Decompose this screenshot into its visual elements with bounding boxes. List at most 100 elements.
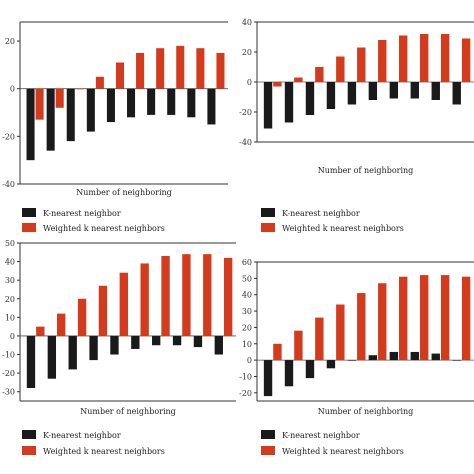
y-tick-label: 40	[242, 291, 252, 300]
legend: K-nearest neighbor Weighted k nearest nei…	[261, 430, 404, 456]
x-axis-label: Number of neighboring	[318, 407, 414, 416]
y-tick-label: 20	[242, 48, 252, 57]
bar-knn	[410, 351, 419, 361]
legend: K-nearest neighbor Weighted k nearest nei…	[22, 208, 165, 233]
bar-wknn	[378, 283, 387, 361]
bar-wknn	[419, 275, 429, 361]
bar-knn	[326, 360, 336, 369]
bar-knn	[68, 335, 77, 370]
bar-knn	[110, 335, 119, 355]
bar-knn	[26, 335, 36, 388]
bar-wknn	[115, 62, 124, 89]
y-tick-label: -10	[2, 351, 15, 360]
bar-wknn	[156, 48, 165, 89]
bar-knn	[305, 360, 315, 379]
legend-label-knn: K-nearest neighbor	[282, 431, 360, 440]
y-tick-label: 20	[242, 323, 252, 332]
bar-wknn	[357, 293, 366, 361]
bar-knn	[131, 335, 140, 349]
y-tick-label: -40	[2, 180, 15, 189]
bar-knn	[214, 335, 223, 355]
bar-knn	[452, 82, 461, 105]
bar-knn	[431, 82, 440, 100]
y-tick-label: -20	[2, 369, 15, 378]
bar-knn	[127, 88, 136, 118]
bar-knn	[368, 355, 378, 361]
y-tick-label: 50	[5, 239, 15, 248]
legend-swatch-knn	[22, 208, 36, 217]
bar-knn	[431, 353, 440, 361]
bar-knn	[347, 82, 357, 105]
bar-knn	[66, 88, 75, 142]
y-tick-label: -20	[239, 389, 252, 398]
bar-knn	[389, 82, 399, 99]
bar-knn	[46, 88, 55, 151]
bar-knn	[47, 335, 57, 379]
bar-wknn	[378, 40, 387, 82]
chart-panel-4: 60 50 40 30 20 10 0 -10 -20 Number of neighboring…	[239, 258, 474, 456]
y-tick-label: -30	[2, 388, 15, 397]
bar-wknn	[315, 67, 324, 82]
bar-knn	[86, 88, 95, 132]
bar-wknn	[336, 56, 345, 82]
y-tick-label: 50	[242, 274, 252, 283]
bar-wknn	[77, 298, 87, 336]
legend-label-wknn: Weighted k nearest neighbors	[282, 447, 404, 456]
legend-swatch-knn	[261, 208, 275, 217]
bar-knn	[263, 360, 273, 397]
bar-knn	[89, 335, 98, 361]
legend: K-nearest neighbor Weighted k nearest nei…	[261, 208, 404, 233]
bar-knn	[187, 88, 196, 118]
bar-knn	[106, 88, 115, 123]
legend-label-wknn: Weighted k nearest neighbors	[282, 224, 404, 233]
legend-label-knn: K-nearest neighbor	[282, 209, 360, 218]
bar-knn	[167, 88, 176, 115]
bar-wknn	[399, 276, 408, 361]
x-axis-label: Number of neighboring	[76, 188, 172, 197]
legend-label-wknn: Weighted k nearest neighbors	[43, 224, 165, 233]
bar-wknn	[119, 272, 128, 336]
y-tick-label: 40	[5, 258, 15, 267]
y-tick-label: -20	[239, 108, 252, 117]
bar-wknn	[196, 48, 205, 89]
y-tick-label: 30	[242, 307, 252, 316]
y-tick-label: 10	[5, 313, 15, 322]
legend-swatch-wknn	[22, 223, 36, 232]
bar-wknn	[161, 256, 170, 336]
bar-wknn	[336, 304, 345, 361]
y-tick-label: 30	[5, 276, 15, 285]
bar-wknn	[95, 76, 104, 89]
y-tick-label: 0	[247, 78, 252, 87]
bar-knn	[452, 360, 461, 361]
x-axis-label: Number of neighboring	[80, 407, 176, 416]
bar-wknn	[399, 35, 408, 82]
legend-label-wknn: Weighted k nearest neighbors	[43, 447, 165, 456]
bar-wknn	[98, 285, 108, 336]
bar-wknn	[440, 34, 450, 82]
y-tick-label: -10	[239, 372, 252, 381]
y-tick-label: -40	[239, 138, 252, 147]
bar-knn	[147, 88, 156, 115]
bar-wknn	[419, 34, 429, 82]
bar-wknn	[294, 330, 303, 361]
bar-wknn	[273, 82, 282, 87]
bar-wknn	[57, 313, 66, 336]
bar-wknn	[461, 276, 471, 361]
bar-wknn	[273, 343, 282, 361]
bar-knn	[263, 82, 273, 129]
y-tick-label: -20	[2, 132, 15, 141]
y-tick-label: 0	[10, 85, 15, 94]
x-axis-label: Number of neighboring	[318, 166, 414, 175]
chart-panel-3: 50 40 30 20 10 0 -10 -20 -30 Number of neighborin…	[2, 239, 236, 456]
bar-knn	[172, 335, 182, 346]
bar-wknn	[357, 47, 366, 82]
legend-swatch-knn	[261, 430, 275, 439]
legend-label-knn: K-nearest neighbor	[43, 209, 121, 218]
bar-wknn	[216, 52, 225, 89]
bar-knn	[26, 88, 35, 161]
bar-wknn	[75, 88, 84, 90]
bar-knn	[389, 351, 399, 361]
bar-wknn	[315, 317, 324, 361]
bar-knn	[284, 82, 294, 123]
